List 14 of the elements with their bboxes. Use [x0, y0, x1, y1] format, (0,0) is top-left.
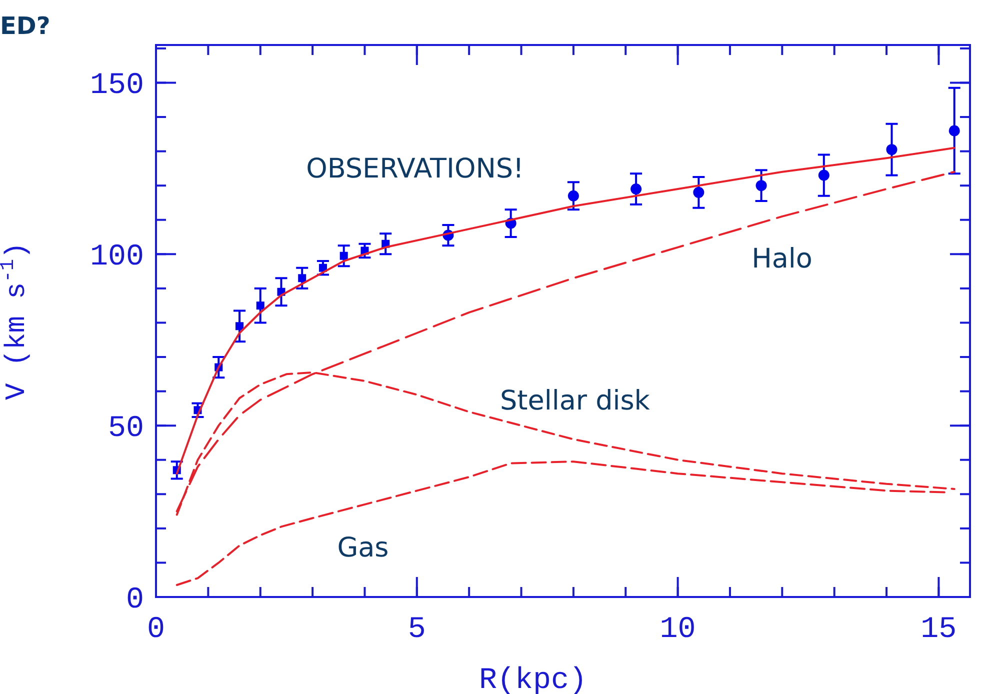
series-label: Gas [337, 532, 389, 564]
x-tick-label: 0 [146, 613, 166, 647]
y-tick-label: 100 [90, 240, 144, 275]
chart-title: ED? [0, 12, 50, 40]
series-label: Stellar disk [500, 385, 650, 416]
y-tick-label: 50 [108, 412, 144, 446]
x-tick-label: 10 [660, 613, 696, 647]
x-tick-label: 5 [408, 613, 426, 647]
series-label: Halo [752, 243, 812, 274]
y-tick-label: 150 [90, 69, 144, 104]
y-tick-label: 0 [126, 584, 144, 618]
text: OBSERVATIONS! [306, 153, 524, 184]
x-tick-label: 15 [920, 613, 957, 647]
x-axis-title: R(kpc) [478, 664, 588, 694]
